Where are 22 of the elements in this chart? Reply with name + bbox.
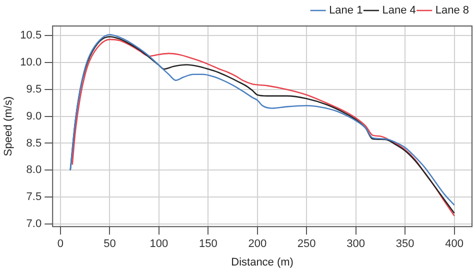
y-tick-label: 9.0 — [26, 110, 42, 122]
y-tick-label: 10.5 — [20, 30, 42, 42]
x-tick-label: 250 — [297, 238, 316, 250]
legend-label: Lane 4 — [382, 4, 416, 17]
x-tick-label: 100 — [150, 238, 168, 250]
x-tick-label: 350 — [396, 238, 414, 250]
y-tick-label: 9.5 — [26, 83, 42, 96]
x-tick-label: 300 — [346, 238, 366, 250]
y-tick-label: 8.5 — [26, 137, 42, 150]
x-tick-label: 50 — [104, 238, 116, 250]
legend-label: Lane 1 — [329, 4, 363, 17]
x-tick-label: 150 — [198, 238, 218, 250]
legend-label: Lane 8 — [435, 4, 470, 17]
y-tick-label: 8.0 — [26, 164, 42, 176]
y-tick-label: 10.0 — [20, 56, 42, 69]
y-axis-title: Speed (m/s) — [2, 96, 15, 156]
x-tick-label: 400 — [445, 238, 464, 250]
x-tick-label: 0 — [57, 238, 64, 250]
y-tick-label: 7.5 — [26, 191, 42, 204]
y-tick-label: 7.0 — [26, 218, 42, 230]
x-axis-title: Distance (m) — [231, 256, 294, 268]
x-tick-label: 200 — [248, 238, 267, 250]
